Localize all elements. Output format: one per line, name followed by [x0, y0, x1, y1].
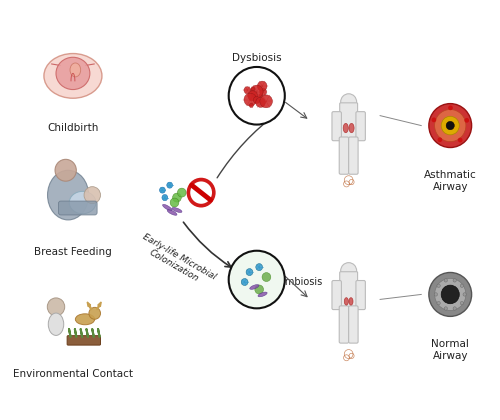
- Circle shape: [444, 307, 448, 310]
- Circle shape: [449, 106, 452, 110]
- Circle shape: [441, 116, 460, 135]
- Ellipse shape: [258, 292, 267, 297]
- Circle shape: [446, 121, 454, 130]
- Circle shape: [260, 89, 266, 95]
- Ellipse shape: [172, 207, 182, 213]
- Text: Symbiosis: Symbiosis: [274, 277, 323, 287]
- Ellipse shape: [56, 57, 90, 89]
- Circle shape: [429, 104, 472, 147]
- Ellipse shape: [344, 298, 348, 305]
- Circle shape: [437, 284, 440, 287]
- FancyBboxPatch shape: [332, 112, 342, 141]
- Circle shape: [434, 278, 466, 310]
- Circle shape: [186, 178, 216, 207]
- Text: Breast Feeding: Breast Feeding: [34, 247, 112, 257]
- FancyBboxPatch shape: [339, 306, 348, 343]
- Circle shape: [251, 87, 255, 91]
- Circle shape: [255, 285, 264, 294]
- FancyBboxPatch shape: [67, 336, 100, 345]
- Circle shape: [250, 85, 263, 98]
- Text: Normal
Airway: Normal Airway: [432, 339, 469, 361]
- Circle shape: [254, 97, 260, 103]
- Circle shape: [178, 188, 186, 197]
- Circle shape: [437, 302, 440, 305]
- Ellipse shape: [349, 298, 353, 305]
- Circle shape: [172, 193, 182, 202]
- Circle shape: [242, 278, 248, 286]
- Ellipse shape: [349, 123, 354, 133]
- Circle shape: [453, 279, 456, 282]
- Circle shape: [465, 118, 468, 122]
- FancyBboxPatch shape: [332, 281, 342, 310]
- Circle shape: [246, 269, 253, 276]
- Circle shape: [259, 94, 263, 98]
- Circle shape: [190, 181, 212, 204]
- Ellipse shape: [48, 313, 64, 336]
- FancyBboxPatch shape: [356, 112, 366, 141]
- Circle shape: [441, 285, 460, 304]
- Circle shape: [438, 138, 442, 142]
- Circle shape: [340, 94, 356, 110]
- Text: Environmental Contact: Environmental Contact: [13, 369, 133, 379]
- FancyArrow shape: [87, 302, 92, 310]
- Circle shape: [463, 293, 466, 296]
- Circle shape: [256, 264, 262, 270]
- Circle shape: [444, 279, 448, 282]
- Circle shape: [453, 307, 456, 310]
- Circle shape: [458, 138, 462, 142]
- Circle shape: [89, 307, 101, 319]
- Ellipse shape: [162, 205, 172, 211]
- Ellipse shape: [167, 210, 177, 215]
- Text: Childbirth: Childbirth: [47, 123, 98, 133]
- Circle shape: [84, 186, 100, 204]
- Ellipse shape: [76, 314, 94, 325]
- Text: Asthmatic
Airway: Asthmatic Airway: [424, 170, 476, 192]
- Circle shape: [262, 273, 271, 281]
- Circle shape: [460, 284, 464, 287]
- Circle shape: [434, 293, 438, 296]
- FancyBboxPatch shape: [348, 306, 358, 343]
- Circle shape: [162, 194, 168, 201]
- FancyBboxPatch shape: [348, 137, 358, 174]
- Circle shape: [228, 67, 285, 125]
- Circle shape: [429, 273, 472, 316]
- Circle shape: [160, 187, 166, 193]
- Ellipse shape: [250, 285, 259, 289]
- FancyBboxPatch shape: [58, 201, 97, 215]
- Ellipse shape: [44, 53, 102, 98]
- Circle shape: [244, 87, 250, 94]
- Circle shape: [170, 198, 179, 207]
- Circle shape: [260, 95, 272, 108]
- Circle shape: [244, 93, 256, 106]
- Circle shape: [55, 159, 76, 181]
- Circle shape: [340, 262, 356, 279]
- FancyBboxPatch shape: [356, 281, 366, 310]
- FancyBboxPatch shape: [339, 137, 348, 174]
- Circle shape: [248, 91, 258, 101]
- Circle shape: [48, 298, 64, 316]
- Text: Early-life Microbial
Colonization: Early-life Microbial Colonization: [136, 232, 218, 291]
- Ellipse shape: [343, 123, 348, 133]
- Circle shape: [256, 97, 266, 108]
- Circle shape: [460, 302, 464, 305]
- Circle shape: [167, 182, 172, 188]
- Ellipse shape: [48, 170, 88, 220]
- Ellipse shape: [70, 192, 96, 214]
- Circle shape: [258, 81, 267, 91]
- Text: Dysbiosis: Dysbiosis: [232, 53, 281, 63]
- FancyBboxPatch shape: [340, 272, 357, 309]
- FancyArrow shape: [96, 302, 101, 310]
- Ellipse shape: [70, 63, 80, 77]
- Circle shape: [228, 251, 285, 308]
- FancyBboxPatch shape: [340, 103, 357, 140]
- Circle shape: [434, 110, 466, 142]
- Circle shape: [432, 118, 436, 121]
- Circle shape: [250, 103, 253, 108]
